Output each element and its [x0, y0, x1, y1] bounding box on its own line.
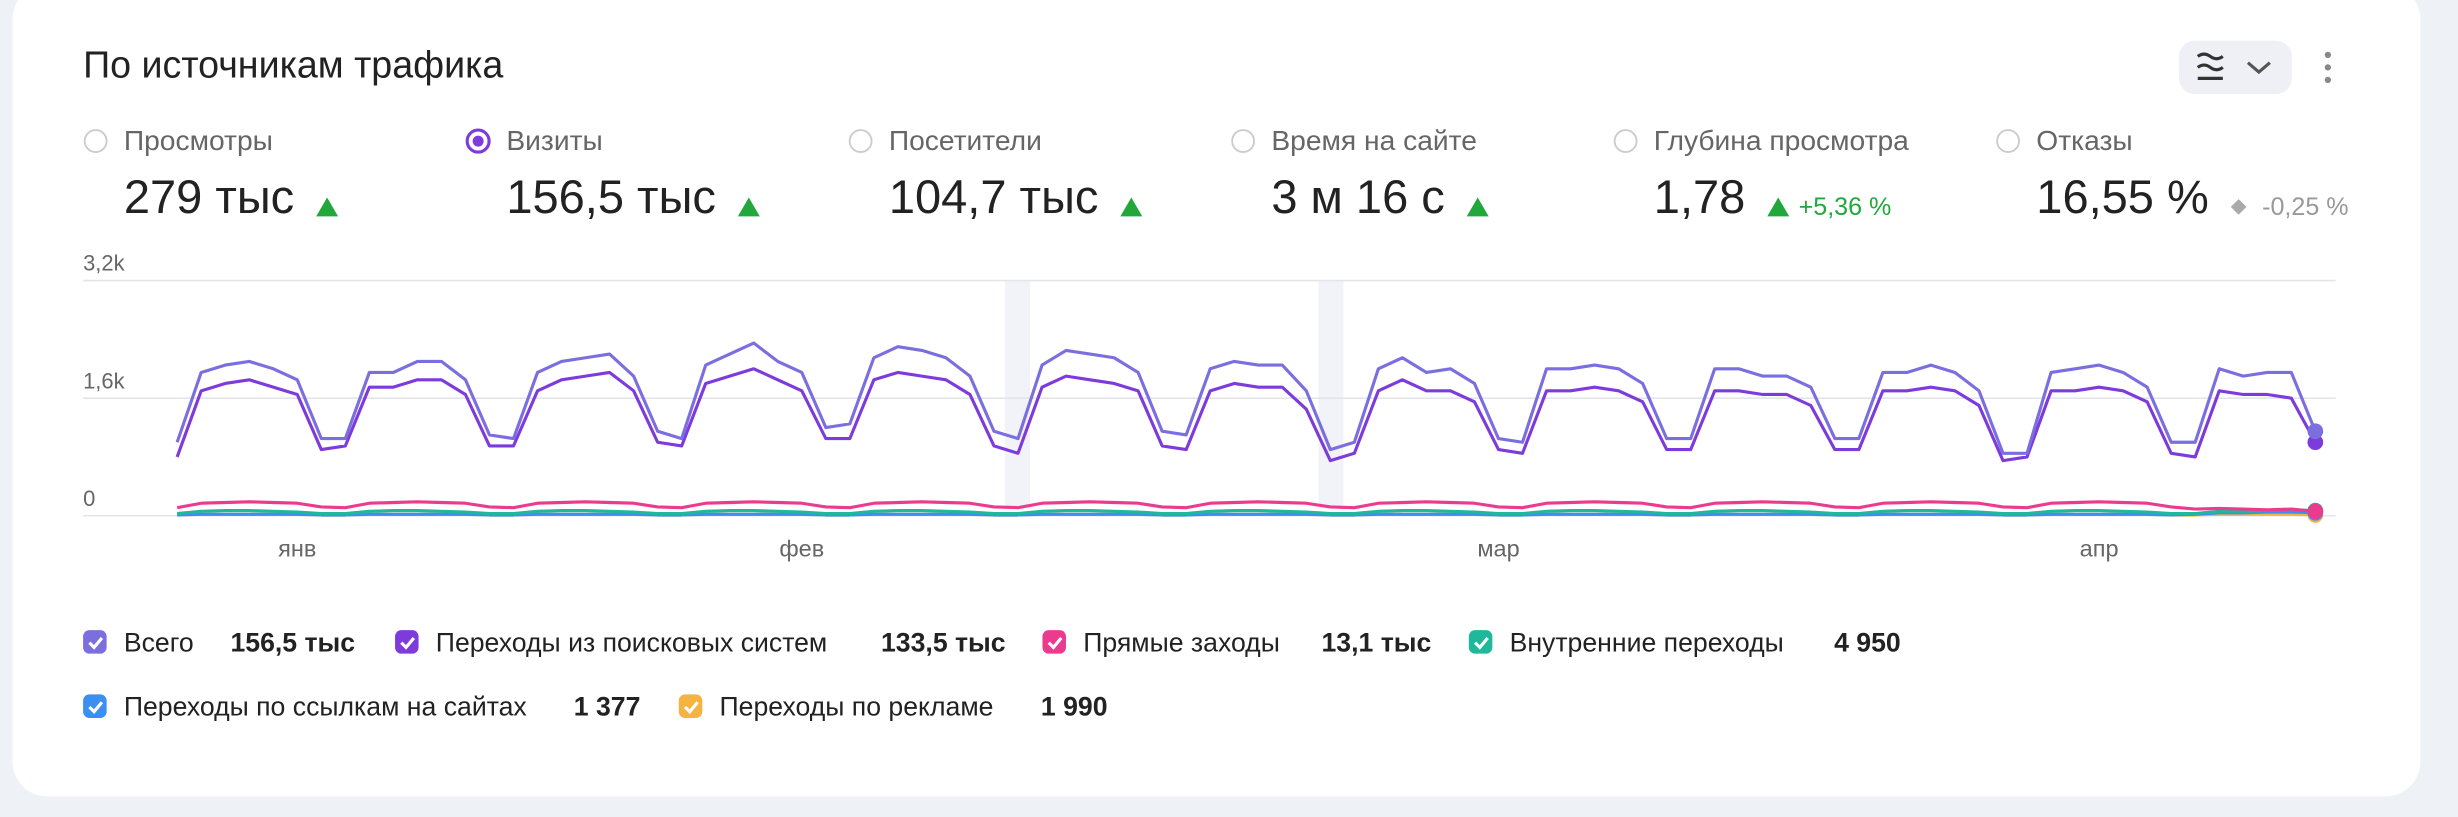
metric-change: -0,25 % [2262, 193, 2348, 221]
metric-label: Глубина просмотра [1654, 124, 1909, 156]
x-tick-label: мар [1477, 535, 1519, 561]
metric-label: Просмотры [124, 124, 273, 156]
trend-up [1120, 197, 1143, 217]
legend-total: 133,5 тыс [881, 627, 1006, 657]
metric-radio[interactable] [83, 129, 108, 153]
series-line [177, 510, 2316, 517]
series-line [175, 367, 2317, 463]
trend-up [316, 197, 339, 217]
y-tick-label: 3,2k [83, 251, 124, 276]
series-line [176, 500, 2316, 513]
x-tick-label: фев [779, 535, 824, 561]
legend-total: 1 377 [574, 692, 641, 722]
legend-label[interactable]: Переходы по рекламе [720, 692, 994, 722]
trend-up [1767, 197, 1790, 217]
legend-total: 1 990 [1041, 692, 1108, 722]
legend-check [1047, 636, 1063, 650]
series-line [175, 341, 2317, 455]
legend-checkbox[interactable] [678, 694, 703, 718]
end-point [2307, 434, 2324, 451]
annotation-band [1318, 280, 1344, 508]
legend-checkbox[interactable] [83, 630, 107, 654]
legend-total: 4 950 [1834, 627, 1901, 657]
metric-value: 3 м 16 с [1271, 170, 1444, 223]
metric-value: 156,5 тыс [506, 170, 716, 223]
title: По источникам трафика [83, 43, 503, 85]
legend-total: 13,1 тыс [1321, 627, 1431, 657]
metric-change: +5,36 % [1799, 193, 1892, 221]
legend-check [88, 636, 104, 650]
series-line [177, 508, 2316, 516]
metric-label: Отказы [2036, 124, 2132, 156]
legend-checkbox[interactable] [1042, 630, 1066, 654]
end-point [2307, 503, 2324, 520]
metric-label: Посетители [889, 124, 1042, 156]
metric-value: 104,7 тыс [889, 170, 1099, 223]
more-menu[interactable] [2324, 51, 2331, 84]
chart-type-button[interactable] [2178, 40, 2292, 95]
legend-checkbox[interactable] [395, 630, 419, 654]
legend-checkbox[interactable] [1468, 630, 1493, 654]
legend-checkbox[interactable] [83, 694, 107, 718]
metric-label: Визиты [506, 124, 602, 156]
trend-up [1466, 197, 1489, 217]
legend-check [683, 701, 699, 714]
legend-check [1473, 636, 1489, 650]
y-tick-label: 1,6k [83, 368, 124, 393]
legend-label[interactable]: Внутренние переходы [1510, 627, 1784, 657]
x-tick-label: янв [278, 535, 316, 561]
metric-value: 279 тыс [124, 170, 294, 223]
annotation-band [1004, 280, 1030, 508]
metric-radio-dot [472, 135, 484, 147]
metric-radio[interactable] [1231, 129, 1256, 153]
legend-label[interactable]: Переходы по ссылкам на сайтах [124, 692, 528, 722]
x-tick-label: апр [2080, 535, 2119, 561]
legend-check [88, 701, 104, 714]
metric-radio[interactable] [848, 129, 873, 153]
end-point [2307, 423, 2324, 440]
y-tick-label: 0 [83, 486, 95, 511]
legend-label[interactable]: Всего [124, 627, 194, 657]
trend-up [737, 197, 760, 217]
metric-label: Время на сайте [1271, 124, 1477, 156]
metric-value: 16,55 % [2036, 170, 2209, 223]
trend-flat [2230, 199, 2247, 215]
legend-check [400, 636, 416, 650]
legend-total: 156,5 тыс [230, 627, 355, 657]
metric-radio[interactable] [1613, 129, 1638, 153]
metric-radio[interactable] [1996, 129, 2020, 153]
metric-value: 1,78 [1654, 170, 1746, 223]
legend-label[interactable]: Переходы из поисковых систем [436, 627, 827, 657]
legend-label[interactable]: Прямые заходы [1083, 627, 1280, 657]
